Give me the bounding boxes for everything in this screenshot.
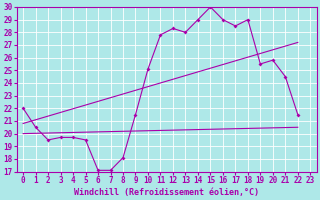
X-axis label: Windchill (Refroidissement éolien,°C): Windchill (Refroidissement éolien,°C) xyxy=(74,188,259,197)
